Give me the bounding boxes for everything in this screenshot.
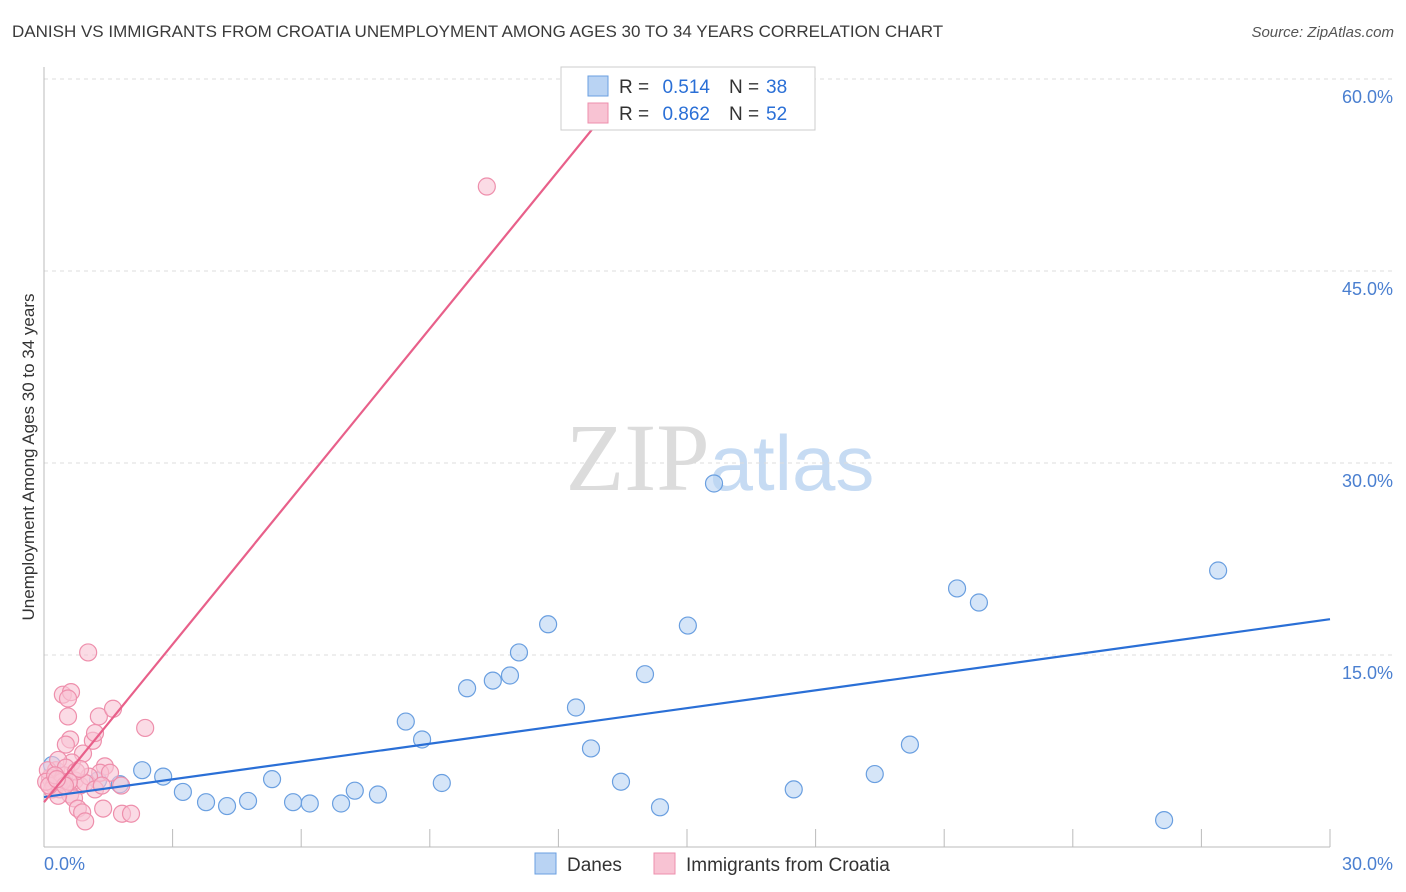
bottom-legend-swatch	[653, 852, 676, 875]
danes-point	[650, 798, 670, 817]
chart-title: DANISH VS IMMIGRANTS FROM CROATIA UNEMPL…	[12, 22, 944, 41]
danes-point	[1209, 561, 1228, 580]
source-label: Source: ZipAtlas.com	[1251, 24, 1394, 41]
watermark: ZIPatlas	[566, 404, 875, 511]
legend-r-value: 0.514	[662, 77, 710, 98]
danes-point	[611, 772, 631, 791]
danes-point	[133, 761, 152, 780]
croatia-point	[70, 759, 90, 779]
bottom-legend-label: Danes	[567, 855, 622, 876]
y-tick-label: 60.0%	[1342, 87, 1393, 107]
danes-point	[704, 474, 724, 493]
legend-r-value: 0.862	[662, 104, 710, 125]
y-tick-label: 30.0%	[1342, 471, 1393, 491]
danes-point	[154, 767, 173, 786]
croatia-point	[477, 177, 496, 196]
legend-r-label: R =	[619, 104, 649, 125]
bottom-legend-label: Immigrants from Croatia	[686, 855, 890, 876]
danes-point	[283, 793, 303, 812]
legend-n-value: 38	[766, 77, 787, 98]
danes-point	[969, 593, 989, 612]
danes-point	[238, 791, 258, 811]
danes-point	[566, 698, 586, 717]
danes-point	[432, 773, 451, 793]
danes-point	[331, 794, 351, 813]
croatia-point	[85, 723, 105, 743]
y-axis-label: Unemployment Among Ages 30 to 34 years	[19, 294, 38, 621]
danes-point	[262, 770, 282, 789]
danes-point	[678, 616, 697, 635]
croatia-point	[79, 643, 98, 662]
legend-n-label: N =	[729, 104, 759, 125]
croatia-point	[92, 776, 111, 795]
croatia-point	[121, 804, 141, 823]
danes-point	[396, 712, 415, 731]
y-tick-label: 45.0%	[1342, 279, 1393, 299]
danes-point	[173, 782, 192, 802]
danes-point	[345, 781, 364, 800]
croatia-point	[56, 735, 75, 754]
legend-swatch	[587, 75, 609, 97]
danes-point	[217, 796, 237, 816]
danes-point	[1155, 811, 1174, 830]
danes-point	[368, 785, 388, 804]
danes-point	[483, 671, 502, 690]
croatia-point	[136, 718, 155, 738]
danes-point	[581, 739, 601, 758]
danes-point	[500, 666, 520, 685]
croatia-point	[94, 799, 113, 818]
croatia-point	[58, 689, 78, 708]
danes-point	[457, 679, 477, 698]
legend-n-label: N =	[729, 77, 759, 98]
danes-point	[300, 794, 319, 813]
legend-n-value: 52	[766, 104, 787, 125]
legend-r-label: R =	[619, 77, 649, 98]
bottom-legend-swatch	[534, 852, 557, 875]
croatia-point	[58, 707, 78, 726]
danes-point	[196, 793, 216, 812]
danes-point	[947, 579, 967, 598]
x-tick-label: 0.0%	[44, 854, 85, 874]
x-tick-label: 30.0%	[1342, 854, 1393, 874]
danes-point	[635, 665, 655, 684]
croatia-point	[100, 763, 120, 782]
danes-point	[784, 780, 803, 799]
danes-point	[900, 735, 920, 754]
croatia-point	[76, 812, 95, 831]
danes-trend-line	[43, 618, 1331, 799]
legend-swatch	[587, 102, 609, 124]
croatia-trend-line	[43, 79, 633, 803]
danes-point	[539, 615, 558, 634]
y-tick-label: 15.0%	[1342, 663, 1393, 683]
danes-point	[509, 643, 529, 662]
danes-point	[865, 764, 884, 784]
